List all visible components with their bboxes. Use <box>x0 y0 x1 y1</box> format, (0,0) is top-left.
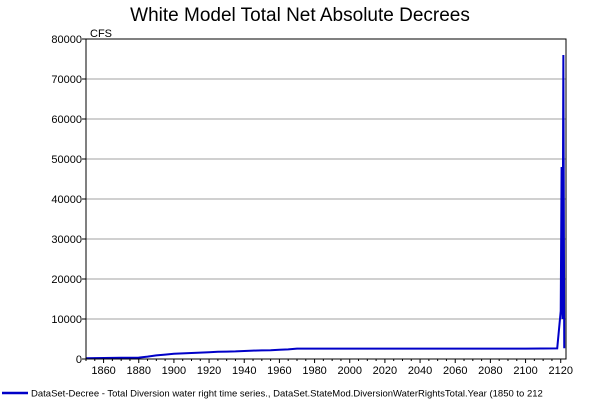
chart-title: White Model Total Net Absolute Decrees <box>130 5 470 26</box>
series-group <box>85 54 566 360</box>
x-tick-label: 1940 <box>232 365 256 377</box>
x-tick-label: 2100 <box>513 365 537 377</box>
x-tick-label: 1900 <box>162 365 186 377</box>
y-tick-label: 80000 <box>51 34 82 46</box>
y-tick-label: 50000 <box>51 154 82 166</box>
y-tick-label: 20000 <box>51 274 82 286</box>
legend: DataSet-Decree - Total Diversion water r… <box>2 389 543 400</box>
y-tick-label: 0 <box>76 354 82 366</box>
y-tick-label: 60000 <box>51 114 82 126</box>
x-tick-label: 1880 <box>127 365 151 377</box>
x-tick-label: 2120 <box>548 365 572 377</box>
x-tick-label: 2060 <box>443 365 467 377</box>
x-tick-label: 1860 <box>91 365 115 377</box>
y-tick-label: 30000 <box>51 234 82 246</box>
x-tick-label: 1980 <box>302 365 326 377</box>
x-tick-label: 2080 <box>478 365 502 377</box>
legend-label: DataSet-Decree - Total Diversion water r… <box>31 389 543 400</box>
y-tick-label: 40000 <box>51 194 82 206</box>
y-tick-label: 70000 <box>51 74 82 86</box>
plot-frame <box>85 38 567 360</box>
x-tick-label: 2040 <box>408 365 432 377</box>
x-tick-label: 1920 <box>197 365 221 377</box>
x-tick-label: 2020 <box>373 365 397 377</box>
series-line <box>85 54 566 360</box>
y-axis-unit-label: CFS <box>90 28 112 40</box>
y-tick-label: 10000 <box>51 314 82 326</box>
x-axis-ticks: 1860 1880 1900 1920 1940 1960 1980 2000 2020 2040… <box>85 359 573 377</box>
gridlines <box>86 78 566 320</box>
y-axis-ticks: 0 10000 20000 30000 40000 50000 60000 70000 8000… <box>51 34 86 366</box>
x-tick-label: 1960 <box>267 365 291 377</box>
x-tick-label: 2000 <box>337 365 361 377</box>
